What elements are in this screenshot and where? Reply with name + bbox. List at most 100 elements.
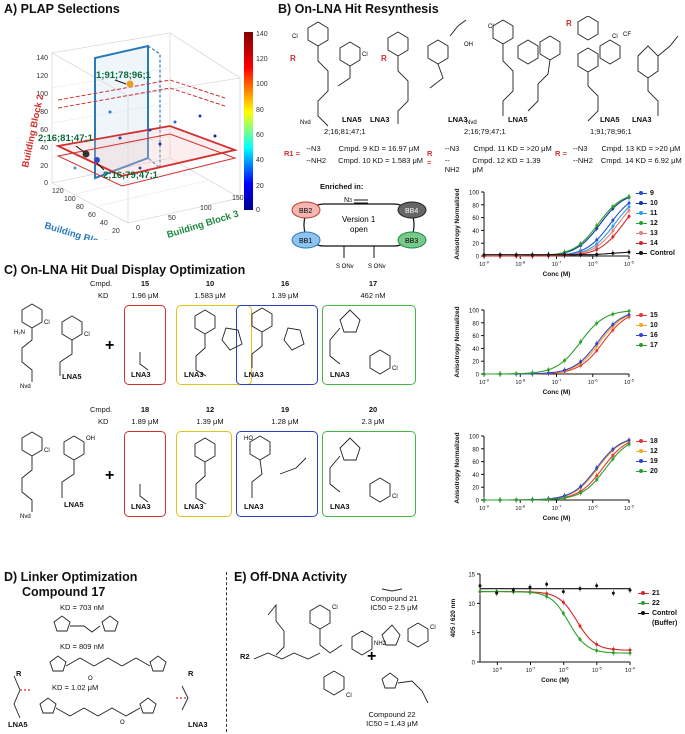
b-lna5-3: LNA5 <box>600 115 620 124</box>
data-point-17 <box>595 321 599 325</box>
x-tick: 100 <box>64 196 76 203</box>
legend-swatch <box>636 190 647 195</box>
legend-label: 19 <box>650 457 658 465</box>
n3: --N3 <box>444 144 460 153</box>
svg-text:Cl: Cl <box>84 332 90 338</box>
legend-swatch <box>636 210 647 215</box>
chart-c2-legend: 18 12 19 20 <box>636 436 658 476</box>
b-code-3: 1;91;78;96;1 <box>590 127 632 136</box>
data-point-22 <box>578 637 582 641</box>
legend-swatch <box>636 322 647 327</box>
c-cmpd-10: 10 <box>205 279 215 288</box>
data-point-18 <box>611 453 615 457</box>
bb3: BB3 <box>405 238 418 245</box>
c-box-20 <box>322 431 416 517</box>
b-code-2: 2;16;79;47;1 <box>464 127 506 136</box>
chart-c1-legend: 15 10 16 17 <box>636 310 658 350</box>
cbar-tick: 0 <box>256 207 260 214</box>
series-line-21 <box>480 591 630 651</box>
data-point-Control <box>579 253 583 257</box>
data-point-12 <box>627 195 631 199</box>
data-point-Control <box>514 253 518 257</box>
label-hit-3: 2;16;79;47;1 <box>103 170 159 181</box>
c-row1-structures: Cl Cl Cl H₂N Nvd + <box>14 303 398 390</box>
e-c22: Compound 22 <box>368 710 416 719</box>
x-tick-label: 10-5 <box>624 504 634 513</box>
c-cmpd-20: 20 <box>368 405 378 414</box>
data-point-Control-Buffer- <box>561 590 565 594</box>
data-point-Control <box>482 253 486 257</box>
c-row1-cmpd-label: Cmpd. <box>90 279 113 288</box>
data-point-17 <box>611 312 615 316</box>
c-box-18 <box>124 431 166 517</box>
data-point-20 <box>482 498 486 502</box>
legend-label: 14 <box>650 239 658 247</box>
y-tick: 150 <box>232 195 244 202</box>
d-r: R <box>16 669 22 678</box>
legend-entry: 11 <box>636 208 675 218</box>
x-tick-label: 10-9 <box>479 378 489 387</box>
data-point-22 <box>611 651 615 655</box>
axis-bb3: Building Block 3 <box>166 209 240 240</box>
series-line-14 <box>484 216 630 257</box>
x-axis-label: Conc (M) <box>543 271 571 278</box>
legend-swatch <box>636 438 647 443</box>
d-kd-3: KD = 1.02 μM <box>52 683 99 692</box>
data-point-Control-Buffer- <box>545 582 549 586</box>
x-tick-exp: -8 <box>522 260 526 265</box>
c-cmpd-17: 17 <box>368 279 378 288</box>
svg-text:N3: N3 <box>344 197 352 204</box>
data-point-16 <box>563 368 567 372</box>
data-point-Control <box>611 251 615 255</box>
legend-entry: 16 <box>636 330 658 340</box>
e-r2: R2 <box>240 652 250 661</box>
data-point-16 <box>627 313 631 317</box>
data-point-21 <box>628 648 632 652</box>
enriched-label: Enriched in: <box>320 182 364 191</box>
legend-label: Control <box>650 249 675 257</box>
data-point-19 <box>595 466 599 470</box>
c-row2-kd-label: KD <box>98 417 109 426</box>
data-point-Control <box>595 252 599 256</box>
r1-label: R1 = <box>284 149 301 158</box>
data-point-17 <box>627 309 631 313</box>
b-cmpd-group-2: R = --N3 Cmpd. 11 KD = >20 μM --NH2 Cmpd. … <box>427 144 552 174</box>
c-row2-lna-19: LNA3 <box>244 502 264 511</box>
x-tick-label: 10-5 <box>624 378 634 387</box>
legend-swatch <box>636 448 647 453</box>
x-tick-exp: -9 <box>485 504 489 509</box>
data-point-16 <box>611 322 615 326</box>
svg-text:Cl: Cl <box>292 34 298 40</box>
svg-text:Cl: Cl <box>44 320 50 326</box>
legend-entry: 18 <box>636 436 658 446</box>
svg-text:+: + <box>105 467 114 484</box>
legend-swatch <box>636 240 647 245</box>
y-tick-label: 10 <box>468 602 475 608</box>
c-kd-16: 1.39 μM <box>271 291 299 300</box>
data-point-17 <box>514 372 518 376</box>
data-point-19 <box>627 438 631 442</box>
x-tick-label: 10-9 <box>479 504 489 513</box>
n3: --N3 <box>306 144 321 153</box>
data-point-Control-Buffer- <box>611 591 615 595</box>
data-point-11 <box>611 224 615 228</box>
svg-text:Cl: Cl <box>346 693 352 699</box>
y-tick-label: 60 <box>472 216 479 222</box>
x-axis-label: Conc (M) <box>543 515 571 522</box>
b-lna5-2: LNA5 <box>508 115 528 124</box>
x-axis-label: Conc (M) <box>543 389 571 396</box>
data-point-12 <box>595 224 599 228</box>
x-tick-label: 10-4 <box>625 666 635 675</box>
svg-text:Cl: Cl <box>332 605 338 611</box>
e-ic21: IC50 = 2.5 μM <box>370 603 418 612</box>
y-tick-label: 0 <box>476 373 480 379</box>
data-point-Control-Buffer- <box>578 587 582 591</box>
x-tick-label: 10-7 <box>552 378 562 387</box>
data-point-22 <box>628 651 632 655</box>
z-tick: 140 <box>36 55 48 62</box>
x-tick-label: 10-6 <box>588 504 598 513</box>
y-tick-label: 20 <box>472 242 479 248</box>
legend-entry: 17 <box>636 340 658 350</box>
cbar-tick: 80 <box>256 107 264 114</box>
legend-entry: 20 <box>636 466 658 476</box>
